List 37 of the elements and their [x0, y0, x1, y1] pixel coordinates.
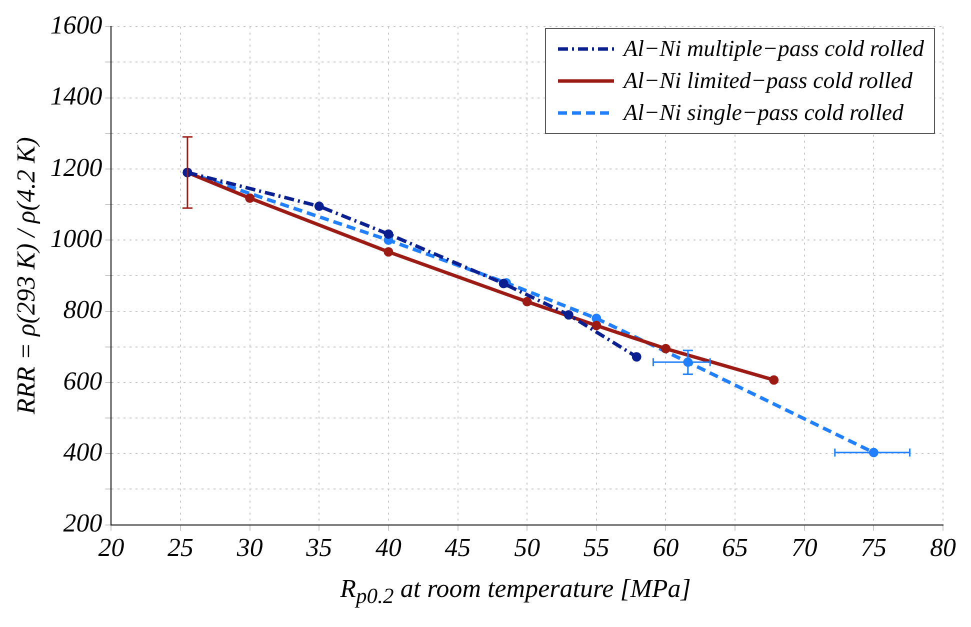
- x-tick-label: 25: [168, 533, 194, 562]
- x-axis-title: R$_{p0.2}$ at room temperature [MPa]: [339, 574, 692, 610]
- y-tick-label: 1000: [50, 224, 102, 253]
- x-tick-label: 80: [930, 533, 956, 562]
- point: [384, 247, 394, 257]
- y-tick-label: 800: [63, 295, 102, 324]
- x-tick-label: 70: [791, 533, 818, 562]
- point: [564, 310, 574, 320]
- legend-label: Al−Ni limited−pass cold rolled: [624, 67, 912, 95]
- point: [769, 375, 779, 385]
- x-tick-label: 55: [583, 533, 610, 562]
- x-tick-label: 60: [652, 533, 679, 562]
- y-tick-label: 1200: [50, 152, 102, 182]
- x-tick-label: 50: [514, 533, 540, 562]
- x-tick-label: 40: [375, 533, 402, 562]
- x-tick-label: 45: [444, 533, 471, 562]
- x-tick-label: 75: [860, 533, 887, 562]
- point: [522, 296, 532, 306]
- x-tick-label: 35: [305, 533, 332, 562]
- point: [868, 448, 878, 458]
- point: [498, 278, 508, 288]
- legend-label: Al−Ni single−pass cold rolled: [624, 99, 904, 127]
- y-axis-title: RRR = ρ(293 K) / ρ(4.2 K): [11, 137, 40, 416]
- point: [245, 193, 255, 203]
- x-tick-label: 65: [722, 533, 748, 562]
- legend-label: Al−Ni multiple−pass cold rolled: [624, 35, 924, 63]
- x-tick-label: 30: [236, 533, 263, 562]
- point: [592, 320, 602, 330]
- point: [314, 202, 324, 212]
- y-tick-label: 600: [63, 366, 102, 396]
- y-tick-label: 1600: [50, 10, 102, 40]
- y-tick-label: 1400: [50, 82, 102, 111]
- point: [660, 344, 670, 354]
- point: [384, 229, 394, 239]
- point: [632, 352, 642, 362]
- y-tick-label: 400: [63, 437, 102, 466]
- point: [592, 314, 602, 324]
